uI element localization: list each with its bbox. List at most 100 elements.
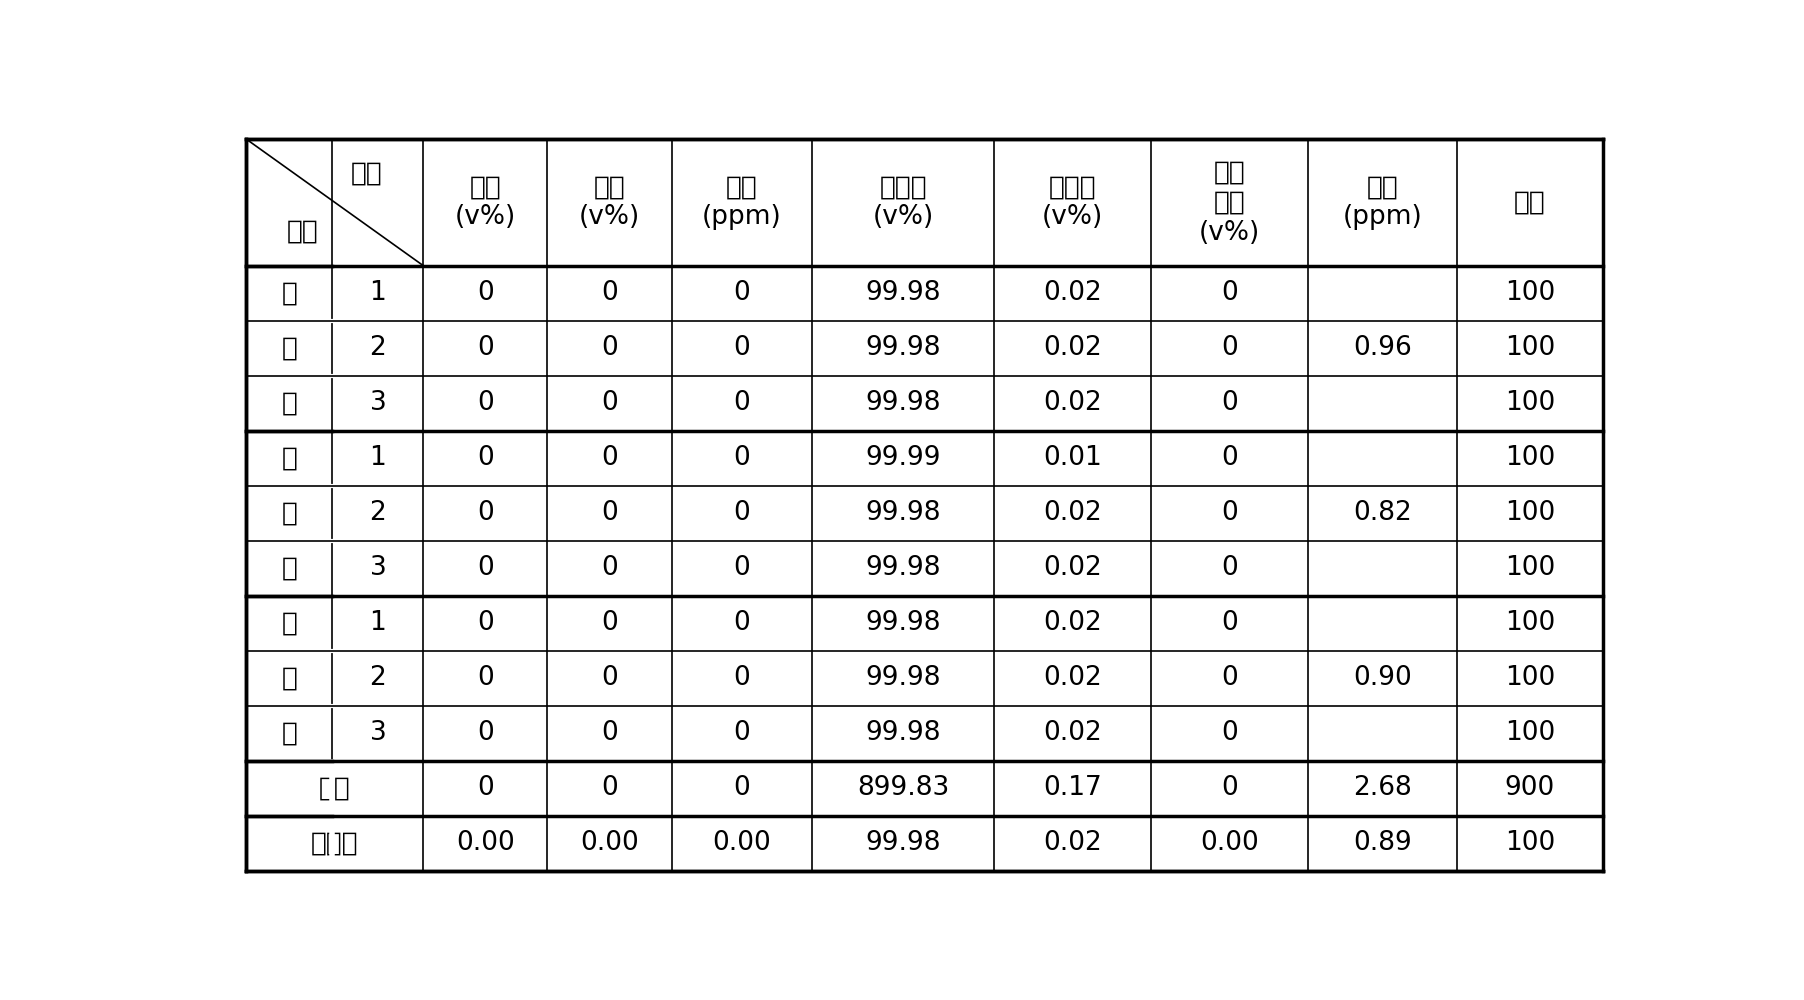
- Text: 分析: 分析: [352, 160, 382, 186]
- Text: 0: 0: [476, 610, 494, 636]
- Text: 0: 0: [601, 390, 617, 416]
- Text: 0: 0: [734, 500, 750, 526]
- Text: 0.00: 0.00: [713, 830, 770, 856]
- Text: 0: 0: [1221, 500, 1238, 526]
- Text: 100: 100: [1505, 665, 1555, 691]
- Text: 段: 段: [281, 390, 298, 416]
- Text: 0: 0: [734, 390, 750, 416]
- Text: 0: 0: [476, 280, 494, 306]
- Text: 0: 0: [1221, 555, 1238, 581]
- Text: 99.98: 99.98: [866, 555, 942, 581]
- Text: 0: 0: [1221, 335, 1238, 361]
- Text: 0: 0: [476, 555, 494, 581]
- Text: 0: 0: [734, 280, 750, 306]
- Text: 0: 0: [1221, 665, 1238, 691]
- Text: 0: 0: [601, 500, 617, 526]
- Text: 0: 0: [601, 665, 617, 691]
- Text: 2.68: 2.68: [1353, 775, 1413, 801]
- Text: 0: 0: [476, 775, 494, 801]
- Text: 100: 100: [1505, 720, 1555, 746]
- Text: 0.02: 0.02: [1043, 335, 1102, 361]
- Text: 三: 三: [281, 610, 298, 636]
- Text: 丙烯
(ppm): 丙烯 (ppm): [702, 174, 781, 231]
- Text: 异丁烷
(v%): 异丁烷 (v%): [873, 174, 934, 231]
- Text: 0: 0: [476, 445, 494, 471]
- Text: 0.96: 0.96: [1353, 335, 1413, 361]
- Text: 0.89: 0.89: [1353, 830, 1413, 856]
- Text: 99.99: 99.99: [866, 445, 942, 471]
- Text: 0.02: 0.02: [1043, 280, 1102, 306]
- Text: 99.98: 99.98: [866, 335, 942, 361]
- Text: 99.98: 99.98: [866, 500, 942, 526]
- Text: 100: 100: [1505, 500, 1555, 526]
- Text: 段: 段: [281, 720, 298, 746]
- Text: 100: 100: [1505, 280, 1555, 306]
- Text: 0: 0: [1221, 775, 1238, 801]
- Text: 0.02: 0.02: [1043, 720, 1102, 746]
- Text: 1: 1: [370, 280, 386, 306]
- Text: 0: 0: [734, 775, 750, 801]
- Text: 0: 0: [476, 390, 494, 416]
- Text: 0: 0: [601, 555, 617, 581]
- Text: 2: 2: [370, 665, 386, 691]
- Text: 0.00: 0.00: [1200, 830, 1259, 856]
- Text: 100: 100: [1505, 555, 1555, 581]
- Text: 合计: 合计: [319, 775, 350, 801]
- Text: 0.00: 0.00: [581, 830, 639, 856]
- Text: 0.17: 0.17: [1043, 775, 1102, 801]
- Text: 0: 0: [1221, 445, 1238, 471]
- Text: 0.02: 0.02: [1043, 610, 1102, 636]
- Text: 0.82: 0.82: [1353, 500, 1413, 526]
- Text: 乙烷
(v%): 乙烷 (v%): [455, 174, 516, 231]
- Text: 0: 0: [734, 720, 750, 746]
- Text: 正丁烷
(v%): 正丁烷 (v%): [1043, 174, 1104, 231]
- Text: 0: 0: [476, 665, 494, 691]
- Text: 100: 100: [1505, 830, 1555, 856]
- Text: 0: 0: [601, 775, 617, 801]
- Text: 二: 二: [281, 445, 298, 471]
- Text: 0: 0: [1221, 390, 1238, 416]
- Text: 99.98: 99.98: [866, 610, 942, 636]
- Text: 99.98: 99.98: [866, 390, 942, 416]
- Text: 阶: 阶: [281, 665, 298, 691]
- Text: 1: 1: [370, 445, 386, 471]
- Text: 丙烷
(v%): 丙烷 (v%): [579, 174, 640, 231]
- Text: 99.98: 99.98: [866, 720, 942, 746]
- Text: 0.02: 0.02: [1043, 390, 1102, 416]
- Text: 0: 0: [1221, 720, 1238, 746]
- Text: 900: 900: [1505, 775, 1555, 801]
- Text: 0.90: 0.90: [1353, 665, 1413, 691]
- Text: 0: 0: [734, 335, 750, 361]
- Text: 0: 0: [476, 720, 494, 746]
- Text: 合计: 合计: [1514, 190, 1546, 216]
- Text: 3: 3: [370, 390, 386, 416]
- Text: 平均值: 平均值: [310, 830, 359, 856]
- Text: 0: 0: [476, 500, 494, 526]
- Text: 碳五
以上
(v%): 碳五 以上 (v%): [1200, 159, 1261, 245]
- Text: 2: 2: [370, 500, 386, 526]
- Text: 阶: 阶: [281, 500, 298, 526]
- Text: 0.02: 0.02: [1043, 555, 1102, 581]
- Text: 0: 0: [601, 335, 617, 361]
- Text: 0.02: 0.02: [1043, 500, 1102, 526]
- Text: 100: 100: [1505, 445, 1555, 471]
- Text: 100: 100: [1505, 335, 1555, 361]
- Text: 0.00: 0.00: [456, 830, 514, 856]
- Text: 0: 0: [476, 335, 494, 361]
- Text: 3: 3: [370, 720, 386, 746]
- Text: 0.02: 0.02: [1043, 830, 1102, 856]
- Text: 0: 0: [734, 445, 750, 471]
- Text: 2: 2: [370, 335, 386, 361]
- Text: 阶: 阶: [281, 335, 298, 361]
- Text: 99.98: 99.98: [866, 665, 942, 691]
- Text: 1: 1: [370, 610, 386, 636]
- Text: 一: 一: [281, 280, 298, 306]
- Text: 总硫
(ppm): 总硫 (ppm): [1342, 174, 1423, 231]
- Text: 序号: 序号: [287, 219, 319, 245]
- Text: 0: 0: [734, 555, 750, 581]
- Text: 0: 0: [734, 665, 750, 691]
- Text: 0: 0: [601, 720, 617, 746]
- Text: 100: 100: [1505, 390, 1555, 416]
- Text: 99.98: 99.98: [866, 830, 942, 856]
- Text: 0.02: 0.02: [1043, 665, 1102, 691]
